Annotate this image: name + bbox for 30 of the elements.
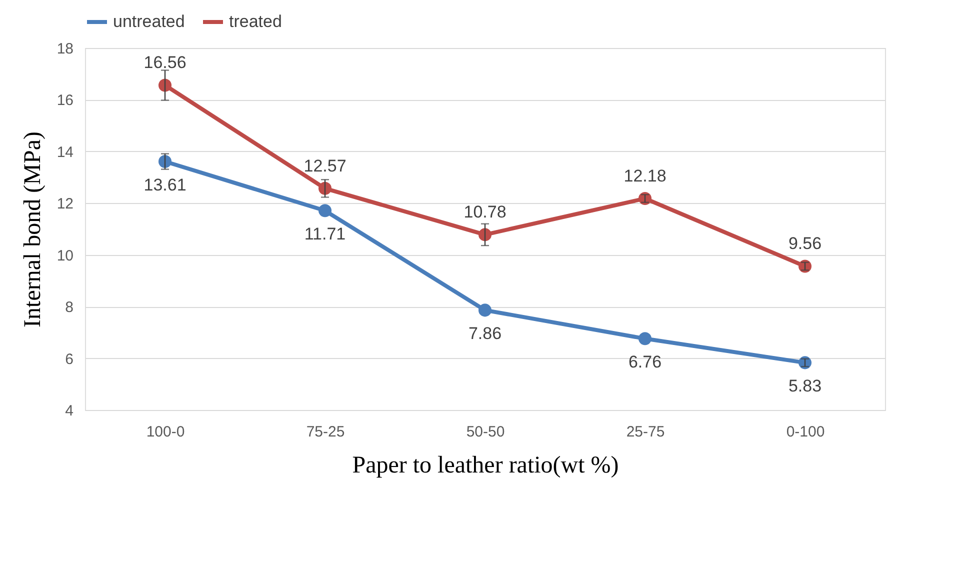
y-tick-label: 18 xyxy=(56,40,74,58)
x-tick-label: 75-25 xyxy=(306,424,345,440)
y-tick-label: 6 xyxy=(65,350,74,368)
point xyxy=(478,304,492,317)
data-label: 6.76 xyxy=(628,352,662,372)
data-label: 10.78 xyxy=(464,202,506,222)
data-label: 9.56 xyxy=(788,234,822,254)
x-tick-label: 50-50 xyxy=(466,424,505,440)
y-tick-label: 12 xyxy=(56,196,74,213)
point xyxy=(318,204,332,218)
x-tick-label: 25-75 xyxy=(626,424,665,440)
y-tick-label: 16 xyxy=(56,92,74,110)
legend-label: treated xyxy=(229,12,282,31)
data-label: 5.83 xyxy=(788,376,822,396)
y-tick-label: 14 xyxy=(56,144,74,161)
point xyxy=(638,332,652,346)
y-tick-label: 8 xyxy=(65,299,74,316)
data-label: 11.71 xyxy=(304,224,346,244)
x-tick-label: 0-100 xyxy=(786,424,825,440)
data-label: 16.56 xyxy=(144,53,186,72)
data-label: 12.18 xyxy=(624,166,666,186)
data-label: 13.61 xyxy=(144,176,186,195)
y-tick-label: 4 xyxy=(65,402,74,420)
y-axis-title: Internal bond (MPa) xyxy=(20,132,46,328)
data-label: 7.86 xyxy=(468,324,502,344)
data-label: 12.57 xyxy=(304,156,346,176)
x-axis-title: Paper to leather ratio(wt %) xyxy=(352,452,619,478)
legend-label: untreated xyxy=(113,12,185,31)
y-tick-label: 10 xyxy=(56,247,74,264)
x-tick-label: 100-0 xyxy=(146,424,185,440)
